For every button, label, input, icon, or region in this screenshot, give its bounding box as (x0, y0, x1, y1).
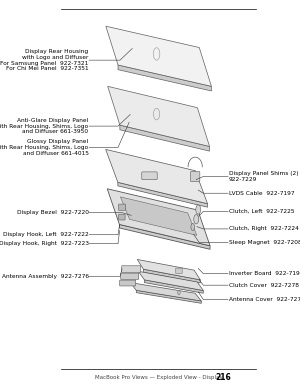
Polygon shape (107, 189, 210, 246)
FancyBboxPatch shape (118, 214, 125, 220)
Text: Glossy Display Panel
with Rear Housing, Shims, Logo
and Diffuser 661-4015: Glossy Display Panel with Rear Housing, … (0, 139, 88, 156)
Text: Display Hook, Left  922-7222: Display Hook, Left 922-7222 (3, 232, 88, 237)
Text: Clutch Cover  922-7278: Clutch Cover 922-7278 (229, 283, 299, 288)
Circle shape (178, 290, 180, 295)
FancyBboxPatch shape (190, 171, 200, 182)
FancyBboxPatch shape (176, 268, 182, 274)
Text: Antenna Assembly  922-7276: Antenna Assembly 922-7276 (2, 274, 88, 279)
Polygon shape (106, 26, 212, 86)
Text: Display Bezel  922-7220: Display Bezel 922-7220 (16, 210, 88, 215)
Polygon shape (108, 86, 210, 147)
Polygon shape (130, 282, 201, 301)
FancyBboxPatch shape (122, 266, 141, 272)
Polygon shape (118, 65, 212, 91)
Circle shape (194, 215, 199, 224)
Text: Sleep Magnet  922-7208: Sleep Magnet 922-7208 (229, 240, 300, 245)
Polygon shape (118, 182, 208, 207)
Polygon shape (138, 271, 203, 291)
Text: MacBook Pro Views — Exploded View - Display: MacBook Pro Views — Exploded View - Disp… (95, 375, 223, 379)
FancyBboxPatch shape (118, 204, 125, 210)
Text: Inverter Board  922-7191: Inverter Board 922-7191 (229, 271, 300, 276)
Text: Display Rear Housing
with Logo and Diffuser
For Samsung Panel  922-7321
For Chi : Display Rear Housing with Logo and Diffu… (0, 49, 88, 71)
Text: Antenna Cover  922-7279: Antenna Cover 922-7279 (229, 297, 300, 302)
Text: Clutch, Left  922-7225: Clutch, Left 922-7225 (229, 209, 294, 214)
Text: Display Panel Shims (2)
922-7229: Display Panel Shims (2) 922-7229 (229, 171, 298, 182)
Polygon shape (106, 149, 208, 204)
FancyBboxPatch shape (121, 273, 139, 279)
Circle shape (191, 223, 195, 230)
FancyBboxPatch shape (120, 280, 136, 286)
FancyBboxPatch shape (142, 172, 157, 180)
Text: LVDS Cable  922-7197: LVDS Cable 922-7197 (229, 191, 294, 196)
Polygon shape (120, 125, 210, 151)
Polygon shape (144, 280, 203, 293)
Circle shape (196, 205, 201, 214)
Text: 216: 216 (216, 372, 232, 382)
Polygon shape (136, 290, 201, 303)
Polygon shape (137, 260, 200, 280)
Text: Clutch, Right  922-7224: Clutch, Right 922-7224 (229, 227, 298, 231)
Text: Anti-Glare Display Panel
with Rear Housing, Shims, Logo
and Diffuser 661-3950: Anti-Glare Display Panel with Rear Housi… (0, 118, 88, 134)
Text: Display Hook, Right  922-7223: Display Hook, Right 922-7223 (0, 241, 88, 246)
Polygon shape (143, 269, 200, 283)
Polygon shape (119, 224, 210, 249)
Polygon shape (120, 197, 197, 236)
